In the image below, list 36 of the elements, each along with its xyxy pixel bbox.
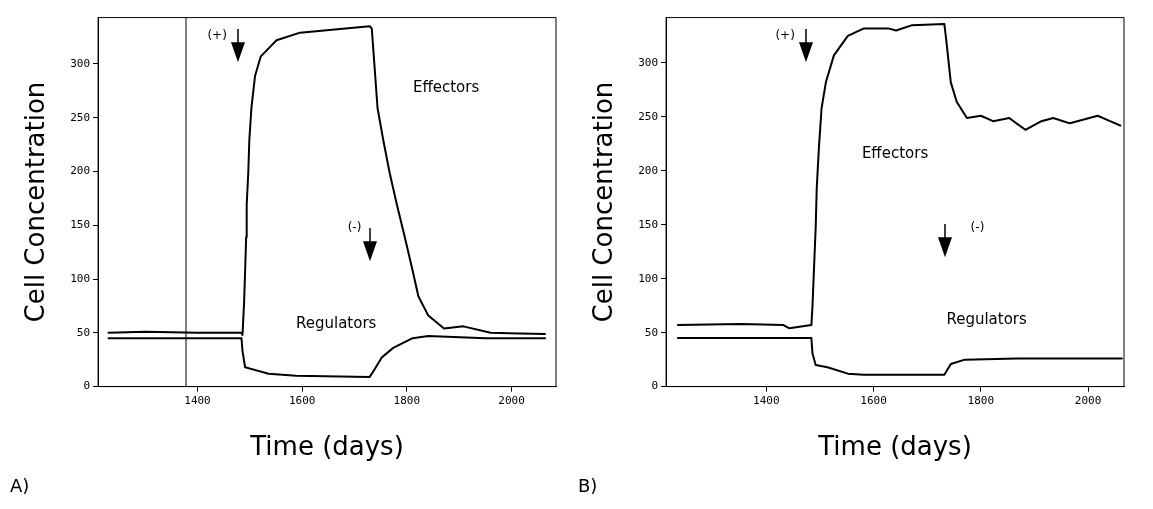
x-axis-title: Time (days): [817, 431, 972, 462]
x-tick-label: 1400: [753, 394, 780, 408]
annotation: (+): [775, 28, 795, 43]
y-tick-label: 250: [70, 110, 91, 124]
x-tick-label: 1800: [393, 394, 421, 408]
text: B): [578, 475, 598, 496]
y-tick-label: 250: [638, 109, 659, 123]
y-tick-label: 200: [638, 163, 659, 177]
x-tick-label: 1400: [184, 394, 211, 408]
y-tick-label: 0: [83, 379, 91, 393]
text: Regulators: [946, 310, 1028, 329]
y-tick-label: 300: [70, 56, 91, 70]
y-tick-label: 50: [644, 325, 659, 339]
series-label: Regulators: [295, 313, 377, 332]
x-tick-label: 1600: [860, 394, 887, 408]
annotation: (-): [970, 220, 985, 235]
y-tick-label: 200: [70, 164, 91, 178]
text: Effectors: [861, 144, 929, 163]
y-tick-label: 150: [638, 217, 659, 231]
y-tick-label: 50: [76, 325, 91, 339]
x-tick-label: 1600: [288, 394, 316, 408]
x-tick-label: 2000: [498, 394, 525, 408]
text: A): [10, 475, 30, 496]
text: Effectors: [412, 77, 480, 96]
y-tick-label: 300: [638, 55, 659, 69]
x-tick-label: 2000: [1074, 394, 1102, 408]
annotation: (-): [347, 220, 362, 235]
y-tick-label: 100: [70, 271, 91, 285]
y-tick-label: 0: [651, 379, 659, 393]
x-axis-title: Time (days): [249, 431, 404, 462]
annotation: (+): [207, 28, 227, 43]
x-tick-label: 1800: [967, 394, 995, 408]
y-axis-title: Cell Concentration: [20, 81, 51, 323]
y-tick-label: 100: [638, 271, 659, 285]
y-tick-label: 150: [70, 218, 91, 232]
y-axis-title: Cell Concentration: [588, 81, 619, 323]
